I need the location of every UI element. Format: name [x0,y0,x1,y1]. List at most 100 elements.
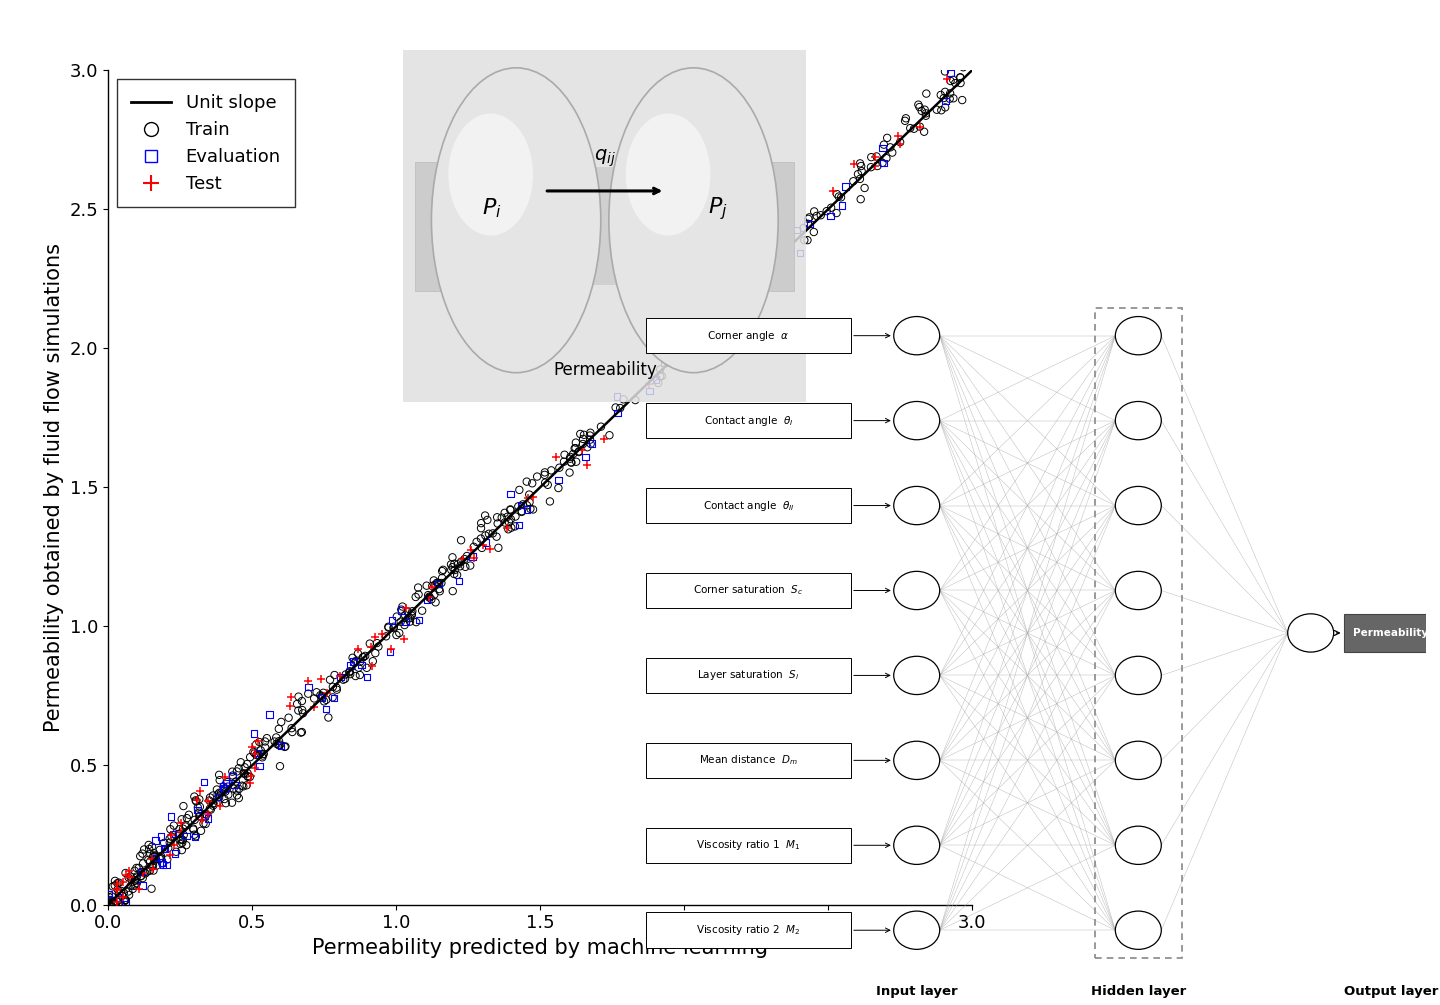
Point [441,550,464,566]
Ellipse shape [626,114,710,235]
Point [478,526,501,542]
Point [914,106,937,122]
Point [137,837,160,853]
Point [572,436,595,452]
Point [674,338,697,354]
Point [796,216,819,232]
Point [651,368,674,384]
Point [592,430,615,446]
Point [390,602,413,618]
Point [507,498,530,515]
Point [158,821,181,837]
Point [238,775,261,791]
Point [243,746,266,762]
Point [356,660,379,676]
Point [114,891,137,908]
Point [311,689,334,706]
Point [888,134,912,150]
Point [312,693,336,710]
Text: $q_{ij}$: $q_{ij}$ [593,148,616,170]
Point [507,517,530,533]
Point [878,140,901,156]
Point [380,613,403,629]
Point [143,848,166,864]
Point [521,501,544,518]
Point [287,688,310,705]
Point [415,578,438,594]
FancyBboxPatch shape [645,573,851,608]
Point [726,286,749,303]
Point [638,383,661,399]
Point [131,855,154,871]
Point [248,758,271,774]
Point [377,619,400,635]
Point [297,673,320,689]
Point [183,789,206,805]
Point [325,679,348,695]
Point [914,108,937,124]
Point [822,183,845,199]
Point [589,419,612,435]
Point [399,614,422,630]
Point [206,789,229,805]
Point [423,577,446,593]
Point [226,764,249,780]
Point [148,842,171,858]
Point [873,137,896,153]
Point [144,848,167,864]
Point [128,880,151,896]
Point [720,291,743,308]
Point [148,850,171,866]
Point [865,149,888,165]
Point [423,594,446,610]
Point [328,669,351,685]
Point [370,625,393,641]
Point [469,516,492,532]
Point [187,791,210,807]
Point [752,269,775,285]
Point [939,73,962,89]
Point [158,834,181,850]
Point [158,846,181,862]
Point [598,427,621,443]
Point [170,842,193,858]
Point [268,721,291,737]
Point [269,714,292,730]
Point [213,791,236,807]
Point [704,309,727,325]
Point [135,863,158,879]
Point [439,562,462,578]
Point [909,119,932,135]
Point [121,880,144,896]
Circle shape [894,486,940,525]
Point [481,526,504,542]
Point [793,232,816,248]
Point [432,562,455,578]
Point [144,850,167,866]
Point [193,808,216,824]
Point [111,873,134,889]
FancyBboxPatch shape [645,743,851,778]
Y-axis label: Permeability obtained by fluid flow simulations: Permeability obtained by fluid flow simu… [45,243,63,732]
Point [864,150,887,166]
FancyArrow shape [746,162,795,290]
Point [274,739,297,755]
Point [233,759,256,775]
Point [236,765,259,781]
Ellipse shape [609,67,778,373]
Circle shape [894,826,940,864]
Point [341,653,364,669]
Point [170,831,193,847]
Point [122,877,145,893]
FancyArrow shape [415,162,464,290]
Point [171,798,194,814]
Point [186,799,209,815]
Point [661,350,684,366]
Point [101,878,124,894]
Point [160,829,183,845]
Point [405,589,428,605]
Point [544,449,567,465]
Point [343,655,366,671]
Circle shape [894,572,940,610]
Point [500,520,523,536]
